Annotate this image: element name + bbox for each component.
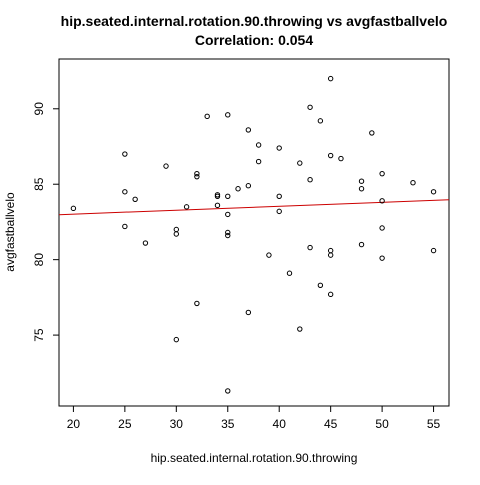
y-tick-label: 90 [32,102,46,116]
data-point [327,291,334,298]
x-tick-label: 30 [170,417,184,431]
data-point [173,231,180,237]
data-point [70,205,77,212]
data-point [245,309,252,316]
data-point [379,170,385,177]
data-point [255,142,262,148]
y-axis: 75 80 85 90 [32,102,59,342]
data-point [163,163,169,169]
data-point [225,193,231,199]
y-axis-label: avgfastballvelo [3,192,17,272]
data-point [327,152,334,159]
data-point [122,151,128,157]
data-point [214,202,221,209]
data-point [369,130,375,136]
data-point [317,282,324,289]
data-point [307,244,313,251]
data-point [122,189,128,195]
data-point [327,75,334,82]
data-point [225,388,231,394]
data-point [194,300,200,307]
data-point [194,173,200,180]
data-point [214,193,221,199]
x-tick-label: 20 [67,417,81,431]
data-point [307,104,313,110]
x-tick-label: 25 [118,417,132,431]
data-point [297,326,303,332]
y-tick-label: 80 [32,253,46,267]
data-point [183,204,190,210]
data-point [379,225,385,231]
data-point [194,170,200,177]
data-point [317,118,324,124]
data-point [142,240,149,246]
data-point [204,113,210,120]
data-point [225,232,231,239]
data-point [379,255,385,261]
data-point [358,241,365,248]
plot-frame [58,58,450,407]
data-point [122,223,128,230]
data-point [173,226,180,233]
trend-line [58,199,450,216]
x-tick-label: 35 [221,417,235,431]
x-tick-label: 45 [324,417,338,431]
data-point [410,180,416,186]
data-point [358,186,365,192]
data-points [70,75,437,394]
data-point [430,189,437,195]
x-tick-label: 55 [427,417,441,431]
data-point [245,183,252,189]
data-point [276,208,282,215]
data-point [235,186,241,192]
data-point [430,247,437,254]
y-tick-label: 75 [32,328,46,342]
chart-subtitle: Correlation: 0.054 [195,32,313,48]
x-axis: 20 25 30 35 40 45 50 55 [67,406,441,431]
data-point [245,127,252,133]
data-point [338,155,344,162]
x-tick-label: 40 [273,417,287,431]
data-point [225,211,231,218]
data-point [225,112,231,118]
x-axis-label: hip.seated.internal.rotation.90.throwing [151,451,358,465]
data-point [307,176,313,183]
data-point [327,252,334,258]
data-point [286,270,293,276]
chart-title: hip.seated.internal.rotation.90.throwing… [61,13,448,29]
data-point [255,158,262,165]
x-tick-label: 50 [375,417,389,431]
data-point [276,193,282,199]
data-point [173,336,180,343]
data-point [327,247,334,254]
data-point [225,229,231,236]
data-point [379,198,385,204]
y-tick-label: 85 [32,177,46,191]
data-point [297,160,303,166]
data-point [276,145,282,151]
data-point [132,196,138,203]
data-point [358,178,365,184]
data-point [266,252,272,258]
